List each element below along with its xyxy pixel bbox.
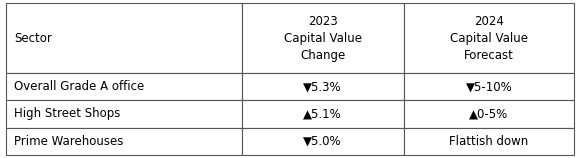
Bar <box>404 3 574 73</box>
Bar <box>6 100 242 128</box>
Text: ▼5-10%: ▼5-10% <box>466 80 512 93</box>
Bar <box>242 3 404 73</box>
Text: High Street Shops: High Street Shops <box>14 107 121 120</box>
Text: Sector: Sector <box>14 32 52 45</box>
Text: ▼5.3%: ▼5.3% <box>303 80 342 93</box>
Bar <box>6 128 242 155</box>
Text: Flattish down: Flattish down <box>450 135 528 148</box>
Text: Overall Grade A office: Overall Grade A office <box>14 80 145 93</box>
Text: ▲5.1%: ▲5.1% <box>303 107 342 120</box>
Bar <box>242 128 404 155</box>
Bar <box>404 73 574 100</box>
Bar <box>6 73 242 100</box>
Bar <box>6 3 242 73</box>
Text: 2024
Capital Value
Forecast: 2024 Capital Value Forecast <box>450 15 528 62</box>
Bar <box>404 128 574 155</box>
Text: ▼5.0%: ▼5.0% <box>303 135 342 148</box>
Text: ▲0-5%: ▲0-5% <box>469 107 509 120</box>
Bar <box>404 100 574 128</box>
Bar <box>242 100 404 128</box>
Text: 2023
Capital Value
Change: 2023 Capital Value Change <box>284 15 362 62</box>
Bar <box>242 73 404 100</box>
Text: Prime Warehouses: Prime Warehouses <box>14 135 124 148</box>
